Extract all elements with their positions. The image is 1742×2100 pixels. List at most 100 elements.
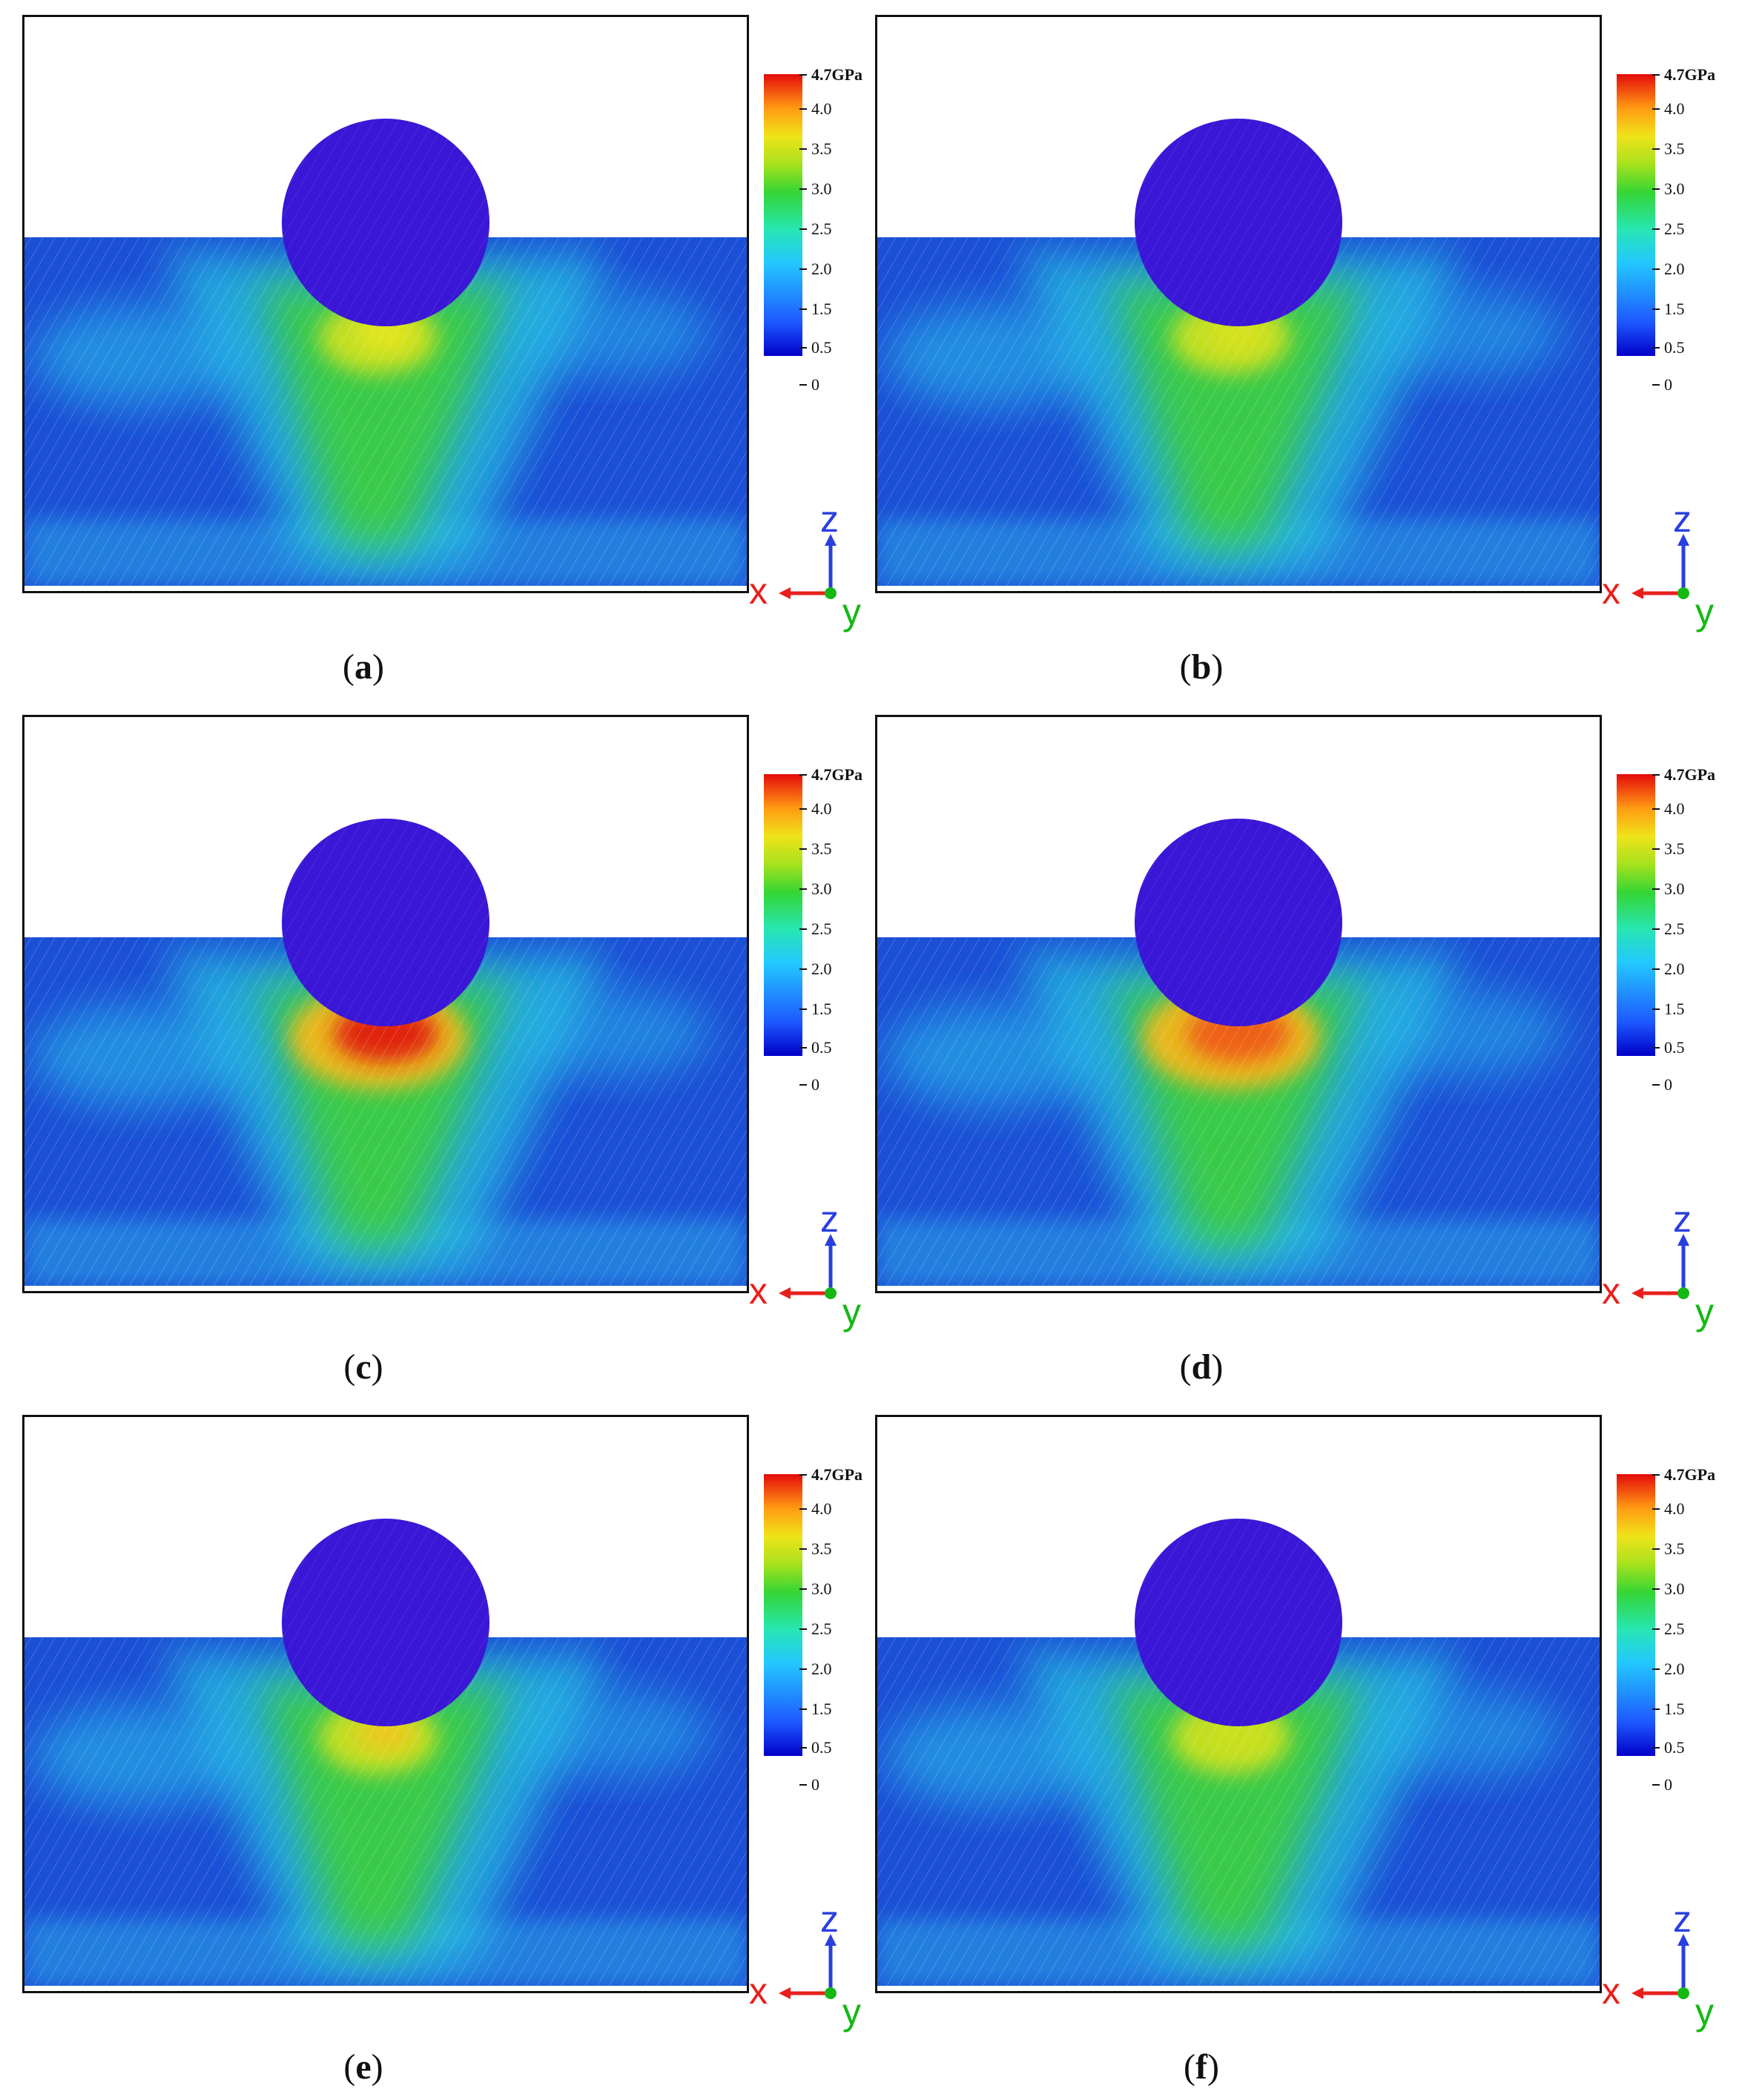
axis-label-y: y bbox=[842, 591, 861, 633]
colorbar-tick: 0 bbox=[1652, 377, 1672, 393]
colorbar-tick: 3.0 bbox=[1652, 881, 1685, 897]
colorbar-tick: 2.0 bbox=[799, 961, 832, 977]
colorbar-tick: 4.7GPa bbox=[1652, 67, 1715, 83]
colorbar-tick: 3.0 bbox=[799, 181, 832, 197]
axis-triad: x z y bbox=[1594, 489, 1723, 638]
axis-label-z: z bbox=[820, 1898, 839, 1940]
panel-b: 4.7GPa 4.0 3.5 3.0 2.5 2.0 1.5 0.5 0 x z y (b) bbox=[853, 0, 1723, 700]
panel-caption: (b) bbox=[1179, 647, 1224, 687]
colorbar-tick: 0 bbox=[799, 1077, 819, 1093]
colorbar-tick: 0.5 bbox=[1652, 1040, 1685, 1056]
colorbar-tick: 2.0 bbox=[799, 1661, 832, 1677]
colorbar-tick: 2.0 bbox=[1652, 1661, 1685, 1677]
colorbar bbox=[1617, 1474, 1655, 1756]
colorbar-ticks: 4.7GPa 4.0 3.5 3.0 2.5 2.0 1.5 0.5 0 bbox=[1652, 1467, 1722, 1793]
colorbar-ticks: 4.7GPa 4.0 3.5 3.0 2.5 2.0 1.5 0.5 0 bbox=[1652, 67, 1722, 393]
colorbar-tick: 0.5 bbox=[799, 1740, 832, 1756]
colorbar-tick: 0 bbox=[799, 1777, 819, 1793]
colorbar bbox=[764, 74, 802, 356]
colorbar-tick: 1.5 bbox=[799, 1701, 832, 1717]
axis-label-x: x bbox=[1602, 1270, 1620, 1312]
panel-a: 4.7GPa 4.0 3.5 3.0 2.5 2.0 1.5 0.5 0 x z y (a) bbox=[0, 0, 871, 700]
colorbar-tick: 3.0 bbox=[1652, 181, 1685, 197]
stress-field bbox=[24, 1519, 747, 1986]
colorbar-tick: 3.0 bbox=[799, 881, 832, 897]
panel-d: 4.7GPa 4.0 3.5 3.0 2.5 2.0 1.5 0.5 0 x z y (d) bbox=[853, 700, 1723, 1400]
colorbar-ticks: 4.7GPa 4.0 3.5 3.0 2.5 2.0 1.5 0.5 0 bbox=[799, 1467, 869, 1793]
panel-caption: (e) bbox=[343, 2047, 383, 2087]
axis-triad: x z y bbox=[742, 1189, 871, 1338]
panel-caption: (c) bbox=[343, 1347, 383, 1387]
axis-label-z: z bbox=[1673, 1198, 1692, 1240]
colorbar-tick: 2.5 bbox=[799, 921, 832, 937]
axis-triad: x z y bbox=[1594, 1889, 1723, 2038]
colorbar-tick: 4.7GPa bbox=[799, 67, 862, 83]
axis-label-y: y bbox=[1695, 1291, 1714, 1333]
stress-field bbox=[877, 1519, 1600, 1986]
colorbar bbox=[764, 774, 802, 1056]
panel-f: 4.7GPa 4.0 3.5 3.0 2.5 2.0 1.5 0.5 0 x z y (f) bbox=[853, 1400, 1723, 2100]
colorbar-tick: 0.5 bbox=[799, 1040, 832, 1056]
colorbar-tick: 4.0 bbox=[1652, 1501, 1685, 1517]
colorbar-tick: 0.5 bbox=[1652, 340, 1685, 356]
colorbar-tick: 3.5 bbox=[1652, 841, 1685, 857]
colorbar-tick: 1.5 bbox=[1652, 301, 1685, 317]
colorbar bbox=[1617, 74, 1655, 356]
axis-label-z: z bbox=[1673, 498, 1692, 540]
colorbar-tick: 4.0 bbox=[799, 1501, 832, 1517]
colorbar-tick: 3.5 bbox=[799, 841, 832, 857]
panel-c: 4.7GPa 4.0 3.5 3.0 2.5 2.0 1.5 0.5 0 x z y (c) bbox=[0, 700, 871, 1400]
axis-label-y: y bbox=[1695, 1991, 1714, 2033]
colorbar-tick: 2.0 bbox=[799, 261, 832, 277]
panel-caption: (f) bbox=[1184, 2047, 1219, 2087]
colorbar-tick: 1.5 bbox=[1652, 1001, 1685, 1017]
colorbar-tick: 2.5 bbox=[799, 221, 832, 237]
colorbar bbox=[1617, 774, 1655, 1056]
axis-triad: x z y bbox=[742, 1889, 871, 2038]
axis-label-x: x bbox=[1602, 570, 1620, 612]
axis-triad: x z y bbox=[742, 489, 871, 638]
colorbar-ticks: 4.7GPa 4.0 3.5 3.0 2.5 2.0 1.5 0.5 0 bbox=[799, 67, 869, 393]
colorbar-tick: 3.5 bbox=[799, 1541, 832, 1557]
colorbar-tick: 2.5 bbox=[1652, 921, 1685, 937]
colorbar-tick: 4.0 bbox=[799, 101, 832, 117]
axis-label-z: z bbox=[820, 1198, 839, 1240]
colorbar-tick: 2.5 bbox=[799, 1621, 832, 1637]
stress-field bbox=[877, 119, 1600, 586]
colorbar-tick: 2.0 bbox=[1652, 261, 1685, 277]
colorbar-tick: 0.5 bbox=[1652, 1740, 1685, 1756]
colorbar-ticks: 4.7GPa 4.0 3.5 3.0 2.5 2.0 1.5 0.5 0 bbox=[1652, 767, 1722, 1093]
colorbar-tick: 2.5 bbox=[1652, 221, 1685, 237]
stress-field bbox=[24, 819, 747, 1286]
stress-field bbox=[24, 119, 747, 586]
colorbar-tick: 0 bbox=[1652, 1777, 1672, 1793]
axis-triad: x z y bbox=[1594, 1189, 1723, 1338]
colorbar bbox=[764, 1474, 802, 1756]
panel-caption: (a) bbox=[343, 647, 384, 687]
colorbar-tick: 3.0 bbox=[799, 1581, 832, 1597]
colorbar-tick: 1.5 bbox=[799, 301, 832, 317]
panel-e: 4.7GPa 4.0 3.5 3.0 2.5 2.0 1.5 0.5 0 x z y (e) bbox=[0, 1400, 871, 2100]
colorbar-tick: 1.5 bbox=[1652, 1701, 1685, 1717]
colorbar-tick: 3.0 bbox=[1652, 1581, 1685, 1597]
colorbar-tick: 3.5 bbox=[1652, 1541, 1685, 1557]
axis-label-x: x bbox=[749, 1270, 768, 1312]
colorbar-tick: 0 bbox=[1652, 1077, 1672, 1093]
axis-label-y: y bbox=[842, 1291, 861, 1333]
colorbar-tick: 2.5 bbox=[1652, 1621, 1685, 1637]
axis-label-y: y bbox=[1695, 591, 1714, 633]
colorbar-tick: 4.0 bbox=[799, 801, 832, 817]
stress-field bbox=[877, 819, 1600, 1286]
colorbar-tick: 4.7GPa bbox=[1652, 767, 1715, 783]
axis-label-y: y bbox=[842, 1991, 861, 2033]
colorbar-tick: 0 bbox=[799, 377, 819, 393]
axis-label-z: z bbox=[1673, 1898, 1692, 1940]
colorbar-tick: 2.0 bbox=[1652, 961, 1685, 977]
colorbar-tick: 4.0 bbox=[1652, 101, 1685, 117]
panel-caption: (d) bbox=[1179, 1347, 1224, 1387]
colorbar-tick: 4.7GPa bbox=[1652, 1467, 1715, 1483]
colorbar-tick: 4.7GPa bbox=[799, 767, 862, 783]
colorbar-tick: 4.0 bbox=[1652, 801, 1685, 817]
axis-label-z: z bbox=[820, 498, 839, 540]
colorbar-tick: 3.5 bbox=[1652, 141, 1685, 157]
